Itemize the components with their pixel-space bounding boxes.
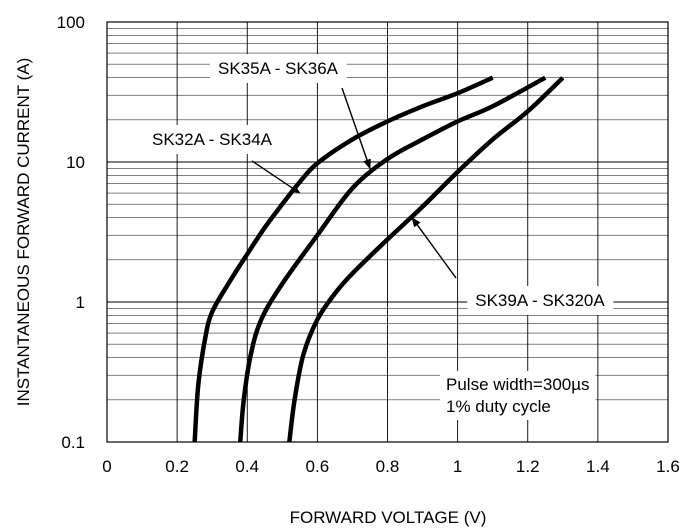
series-layer [192,75,565,443]
x-axis-title: FORWARD VOLTAGE (V) [290,508,487,527]
y-tick-label: 10 [66,153,85,172]
series-line-1 [192,75,494,443]
callout-arrow [251,160,301,194]
x-tick-label: 1 [453,457,462,476]
test-condition-note: Pulse width=300µs 1% duty cycle [440,371,596,420]
series-label: SK35A - SK36A [218,59,339,78]
series-label-background [143,125,281,154]
y-tick-label: 0.1 [61,433,85,452]
x-tick-label: 1.2 [516,457,540,476]
x-tick-label: 1.6 [656,457,680,476]
x-tick-label: 0.2 [165,457,189,476]
y-axis-title: INSTANTANEOUS FORWARD CURRENT (A) [14,58,33,407]
x-tick-label: 0.8 [376,457,400,476]
x-tick-label: 0.4 [235,457,259,476]
note-line: 1% duty cycle [446,397,551,416]
x-tick-label: 0 [102,457,111,476]
annotation-layer: SK35A - SK36A SK32A - SK34A SK39A - SK320A… [143,54,614,420]
y-tick-label: 1 [76,293,85,312]
x-tick-label: 0.6 [306,457,330,476]
y-tick-labels: 0.1 1 10 100 [57,13,85,452]
note-background [440,371,596,420]
series-line-2 [237,75,547,443]
x-tick-label: 1.4 [586,457,610,476]
note-line: Pulse width=300µs [446,375,590,394]
series-label: SK32A - SK34A [152,130,273,149]
series-label: SK39A - SK320A [475,291,605,310]
plot-frame [106,21,669,443]
y-tick-label: 100 [57,13,85,32]
x-tick-labels: 0 0.2 0.4 0.6 0.8 1 1.2 1.4 1.6 [102,457,680,476]
series-label-background [209,54,347,83]
series-label-background [467,286,614,315]
series-line-3 [287,76,565,443]
callout-arrow [411,216,457,279]
callout-arrow [341,87,371,170]
